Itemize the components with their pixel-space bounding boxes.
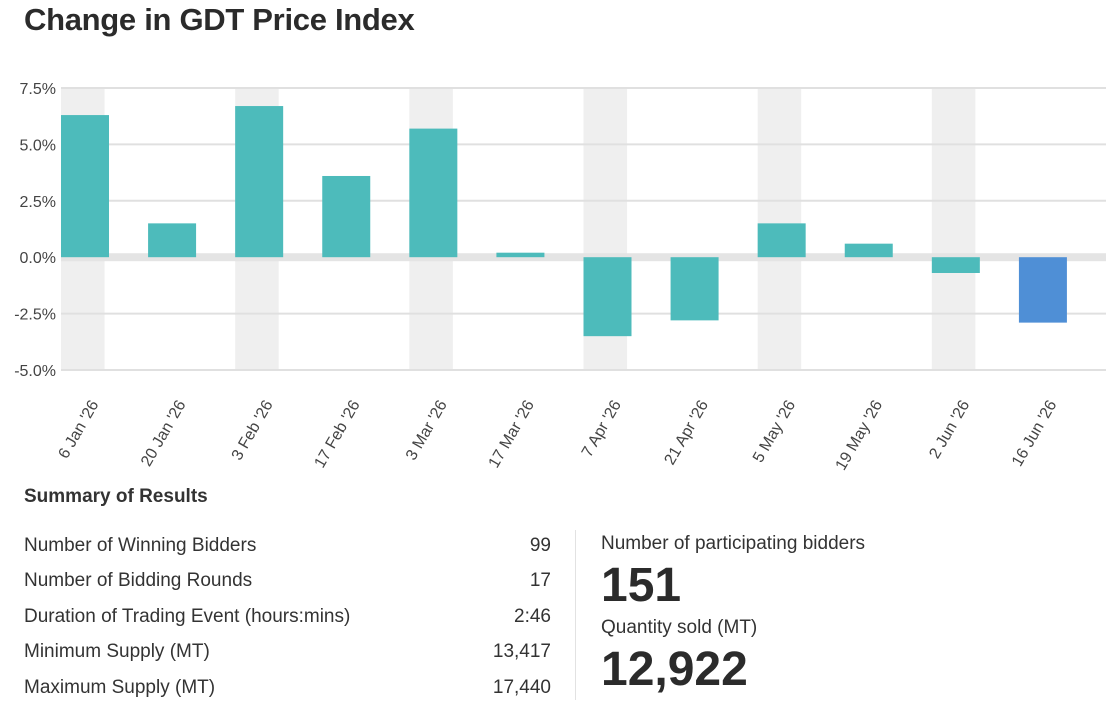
bar-5 [496, 252, 545, 258]
y-tick-label: 0.0% [20, 250, 56, 267]
summary-label: Number of Winning Bidders [24, 534, 257, 556]
x-tick-label: 16 Jun '26 [1009, 397, 1060, 469]
summary-row-duration: Duration of Trading Event (hours:mins) 2… [24, 599, 551, 635]
summary-label: Duration of Trading Event (hours:mins) [24, 605, 351, 627]
price-index-bar-chart: 7.5% 5.0% 2.5% 0.0% -2.5% -5.0%6 Jan '26 20 Ja… [14, 81, 1106, 473]
y-tick-label: -5.0% [14, 363, 56, 380]
y-tick-label: 2.5% [20, 194, 56, 211]
summary-heading: Summary of Results [24, 486, 208, 507]
participating-bidders-label: Number of participating bidders [601, 533, 866, 554]
x-tick-label: 2 Jun '26 [926, 397, 973, 461]
x-tick-label: 3 Mar '26 [403, 397, 451, 463]
summary-row-winning-bidders: Number of Winning Bidders 99 [24, 528, 551, 564]
bar-8 [757, 223, 806, 258]
summary-value: 99 [529, 534, 551, 556]
summary-value: 2:46 [514, 605, 551, 627]
bar-10 [931, 257, 980, 273]
y-tick-label: 5.0% [20, 137, 56, 154]
y-tick-label: -2.5% [14, 307, 56, 324]
participating-bidders-value: 151 [601, 559, 682, 612]
quantity-sold-value: 12,922 [601, 643, 748, 696]
summary-row-bidding-rounds: Number of Bidding Rounds 17 [24, 564, 551, 600]
x-tick-label: 6 Jan '26 [56, 397, 103, 461]
quantity-sold-label: Quantity sold (MT) [601, 617, 758, 638]
summary-label: Minimum Supply (MT) [24, 641, 210, 663]
summary-value: 17,440 [492, 676, 551, 698]
x-tick-label: 17 Feb '26 [311, 397, 363, 471]
summary-row-maximum-supply: Maximum Supply (MT) 17,440 [24, 670, 551, 706]
bar-1 [148, 223, 197, 258]
bar-7 [670, 257, 719, 321]
y-tick-label: 7.5% [20, 81, 56, 98]
chart-title: Change in GDT Price Index [24, 2, 415, 37]
bar-0 [61, 115, 109, 258]
bar-9 [844, 243, 893, 258]
summary-label: Maximum Supply (MT) [24, 676, 216, 698]
x-tick-label: 3 Feb '26 [229, 397, 277, 463]
bar-4 [409, 128, 458, 258]
x-tick-label: 7 Apr '26 [579, 397, 625, 460]
summary-table: Number of Winning Bidders 99 Number of B… [24, 528, 551, 706]
column-band [931, 88, 976, 370]
bar-3 [322, 175, 371, 258]
summary-divider [575, 530, 576, 700]
bar-6 [583, 257, 632, 337]
x-tick-label: 5 May '26 [750, 397, 799, 465]
summary-label: Number of Bidding Rounds [24, 570, 253, 592]
summary-value: 13,417 [492, 641, 551, 663]
x-tick-label: 19 May '26 [833, 397, 887, 473]
x-tick-label: 21 Apr '26 [662, 397, 713, 468]
summary-value: 17 [529, 570, 551, 592]
summary-row-minimum-supply: Minimum Supply (MT) 13,417 [24, 635, 551, 671]
bar-11 [1018, 257, 1067, 323]
x-tick-label: 20 Jan '26 [138, 397, 189, 469]
bar-2 [235, 106, 284, 258]
x-tick-label: 17 Mar '26 [486, 397, 538, 471]
